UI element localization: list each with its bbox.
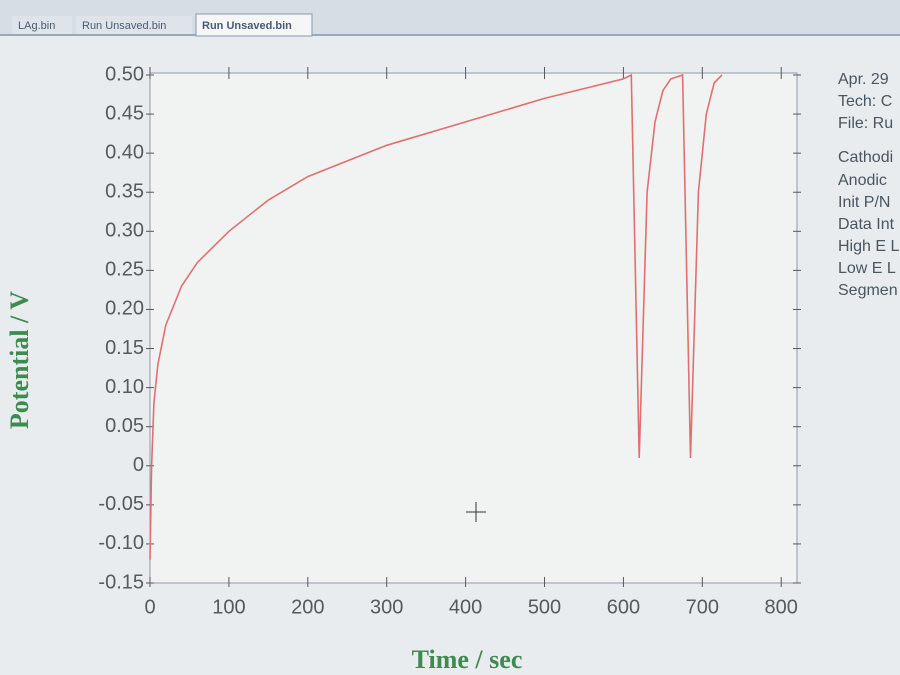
y-tick-label: 0.35 [105,181,144,203]
info-line: Anodic [838,172,887,189]
info-line: Data Int [838,216,895,233]
x-tick-label: 800 [765,596,798,618]
x-tick-label: 400 [449,596,482,618]
x-tick-label: 500 [528,596,561,618]
y-tick-label: -0.10 [98,532,144,554]
y-tick-label: 0.45 [105,102,144,124]
x-tick-label: 700 [686,596,719,618]
y-tick-label: 0.10 [105,376,144,398]
tab[interactable] [76,16,192,34]
y-tick-label: -0.15 [98,571,144,593]
y-tick-label: 0.25 [105,259,144,281]
info-line: Init P/N [838,194,890,211]
info-line: Apr. 29 [838,71,889,88]
x-tick-label: 300 [370,596,403,618]
y-tick-label: 0.15 [105,337,144,359]
x-tick-label: 0 [144,596,155,618]
tab-label[interactable]: Run Unsaved.bin [82,20,166,32]
info-line: Segmen [838,282,898,299]
tab-active[interactable] [195,13,313,37]
info-line: File: Ru [838,115,893,132]
y-tick-label: 0.50 [105,63,144,85]
y-axis-title: Potential / V [5,291,34,429]
y-tick-label: 0.05 [105,415,144,437]
x-tick-label: 600 [607,596,640,618]
x-tick-label: 100 [212,596,245,618]
plot-area [149,72,798,584]
y-tick-label: 0 [133,454,144,476]
y-tick-label: 0.40 [105,141,144,163]
data-line [149,73,723,560]
info-line: Tech: C [838,93,892,110]
info-line: Cathodi [838,149,893,166]
x-axis-title: Time / sec [412,645,523,674]
y-tick-label: -0.05 [98,493,144,515]
tab[interactable] [12,16,72,34]
tab-label[interactable]: LAg.bin [18,20,55,32]
tab-border [0,34,900,36]
info-line: Low E L [838,260,896,277]
y-tick-label: 0.20 [105,298,144,320]
info-line: High E L [838,238,899,255]
x-tick-label: 200 [291,596,324,618]
y-tick-label: 0.30 [105,220,144,242]
tab-label[interactable]: Run Unsaved.bin [202,20,292,32]
info-panel: Apr. 29 Tech: C File: Ru Cathodi Anodic Init … [838,71,899,299]
